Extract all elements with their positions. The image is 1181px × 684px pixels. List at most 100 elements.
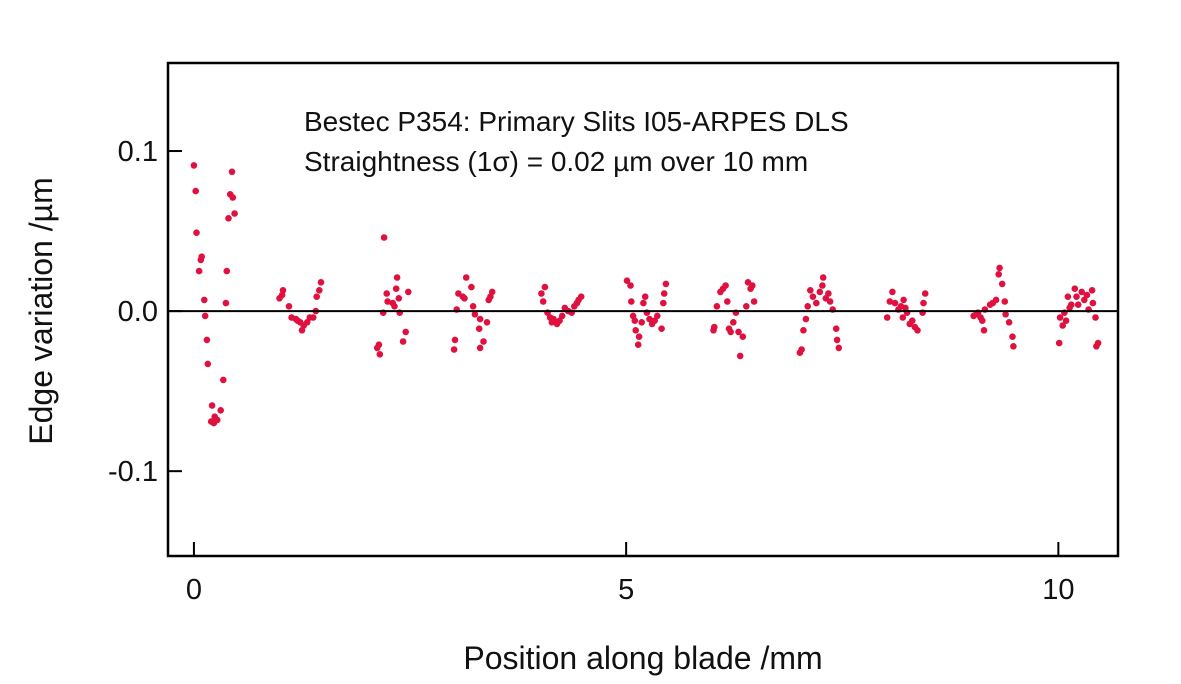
- data-point: [819, 274, 827, 281]
- annotation-title-line: Bestec P354: Primary Slits I05-ARPES DLS: [304, 106, 849, 137]
- data-point: [920, 299, 927, 307]
- data-point: [201, 312, 209, 320]
- data-point: [461, 295, 468, 302]
- data-point: [208, 402, 216, 409]
- data-point: [376, 351, 384, 358]
- data-point: [996, 264, 1003, 272]
- data-point: [1064, 293, 1072, 301]
- data-point: [1062, 317, 1070, 325]
- data-point: [384, 298, 391, 305]
- data-point: [638, 319, 645, 326]
- data-point: [1005, 319, 1013, 326]
- data-point: [395, 295, 403, 302]
- x-axis-ticks: 0 5 10: [186, 542, 1074, 606]
- data-point: [317, 279, 325, 286]
- data-point: [813, 299, 820, 307]
- data-point: [480, 338, 487, 345]
- data-point: [402, 328, 410, 336]
- data-point: [819, 282, 826, 289]
- data-point: [816, 288, 824, 296]
- data-point: [735, 328, 742, 336]
- data-point: [225, 215, 232, 222]
- data-point: [802, 315, 810, 323]
- data-point: [469, 303, 477, 310]
- data-point: [300, 322, 308, 329]
- data-point: [889, 288, 896, 296]
- data-point: [475, 325, 483, 333]
- x-tick-label: 0: [186, 574, 202, 606]
- y-axis-ticks: 0.1 0.0 -0.1: [108, 136, 182, 488]
- data-point: [646, 315, 653, 323]
- data-point: [900, 296, 907, 304]
- y-tick-label: 0.0: [118, 296, 158, 328]
- data-point: [1094, 339, 1102, 347]
- data-point: [750, 298, 758, 305]
- data-point: [1092, 314, 1099, 321]
- data-point: [1071, 285, 1079, 293]
- x-axis-label: Position along blade /mm: [463, 640, 822, 676]
- data-point: [835, 344, 843, 352]
- data-point: [210, 419, 218, 427]
- data-point: [730, 319, 737, 326]
- data-point: [906, 320, 913, 328]
- data-point: [833, 336, 841, 344]
- data-point: [1059, 322, 1066, 329]
- data-point: [383, 290, 391, 297]
- data-point: [1009, 333, 1016, 341]
- data-point: [556, 317, 563, 325]
- data-point: [796, 349, 804, 357]
- data-point: [450, 346, 458, 353]
- data-point: [539, 298, 547, 305]
- data-point: [193, 229, 200, 236]
- data-point: [190, 162, 198, 169]
- data-point: [1056, 314, 1064, 321]
- x-tick-label: 5: [618, 574, 634, 606]
- data-point: [883, 314, 891, 321]
- data-point: [541, 283, 549, 291]
- data-point: [1001, 298, 1009, 305]
- data-point: [471, 311, 479, 318]
- data-point: [640, 299, 647, 307]
- data-point: [747, 285, 754, 293]
- data-point: [727, 328, 734, 336]
- data-point: [223, 267, 231, 275]
- data-point: [832, 325, 840, 333]
- data-point: [1083, 291, 1091, 299]
- data-point: [719, 285, 727, 293]
- data-point: [710, 327, 717, 334]
- data-point: [313, 293, 321, 301]
- data-point: [203, 336, 211, 344]
- data-point: [807, 287, 814, 294]
- data-point: [231, 210, 238, 217]
- data-point: [736, 352, 744, 360]
- data-point: [538, 290, 545, 297]
- x-tick-label: 10: [1042, 574, 1074, 606]
- data-point: [631, 317, 639, 325]
- data-point: [483, 319, 491, 326]
- data-point: [995, 271, 1002, 278]
- data-point: [634, 341, 642, 349]
- data-point: [651, 317, 658, 325]
- data-point: [632, 327, 639, 334]
- y-tick-label: 0.1: [118, 136, 158, 168]
- data-point: [197, 256, 205, 264]
- data-point: [195, 267, 203, 275]
- data-point: [627, 282, 634, 289]
- data-point: [285, 303, 293, 310]
- data-point: [451, 336, 459, 344]
- data-point: [914, 327, 921, 334]
- data-point: [393, 274, 401, 281]
- data-point: [380, 234, 388, 241]
- data-point: [743, 303, 750, 310]
- data-point: [222, 299, 230, 307]
- data-points: [190, 162, 1102, 427]
- data-point: [662, 280, 670, 288]
- data-point: [228, 168, 236, 176]
- data-point: [462, 274, 470, 281]
- data-point: [476, 344, 484, 352]
- data-point: [809, 293, 817, 301]
- data-point: [1055, 339, 1063, 347]
- data-point: [316, 287, 323, 294]
- data-point: [1010, 343, 1017, 350]
- data-point: [220, 376, 227, 384]
